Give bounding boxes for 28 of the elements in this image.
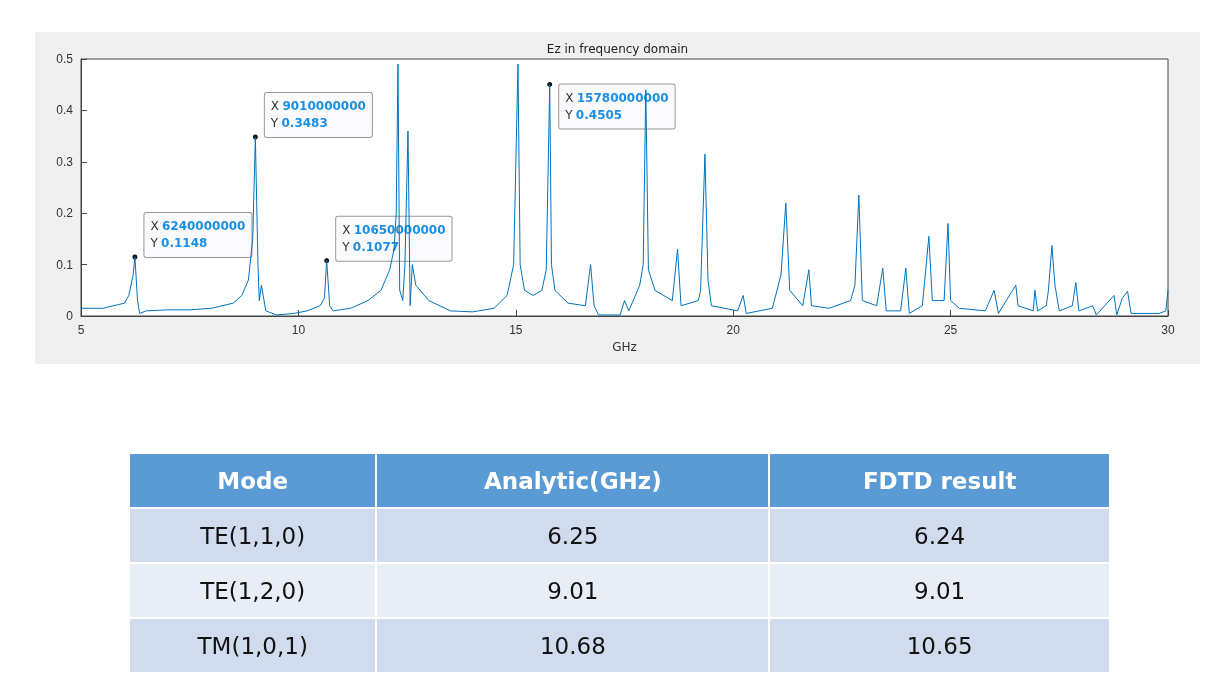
y-tick-label: 0.1 <box>56 257 74 272</box>
x-tick-label: 5 <box>77 323 85 337</box>
y-tick-label: 0.3 <box>56 154 74 169</box>
y-tick-label: 0.2 <box>56 206 74 221</box>
x-tick-label: 20 <box>726 323 741 337</box>
category-label: FDTD result <box>769 453 1110 508</box>
chart-title: Ez in frequency domain <box>546 42 689 56</box>
text: 9.01 <box>547 577 599 604</box>
x-tick-label: 25 <box>943 323 958 337</box>
y-tick-label: 0.4 <box>56 103 74 118</box>
category-label: TE(1,1,0) <box>200 522 306 549</box>
text: 10.68 <box>539 632 606 659</box>
category-label: Analytic(GHz) <box>376 453 770 508</box>
text: 10.65 <box>906 632 973 659</box>
y-tick-label: 0.5 <box>56 52 74 66</box>
x-tick-label: 30 <box>1161 323 1175 337</box>
category-label: TE(1,2,0) <box>200 577 306 604</box>
annotation: X 9010000000 Y 0.3483 <box>269 99 366 131</box>
annotation: X 6240000000 Y 0.1148 <box>149 219 246 251</box>
x-axis-title: GHz <box>612 339 637 354</box>
x-tick-label: 10 <box>291 323 306 337</box>
category-label: Mode <box>129 453 377 508</box>
text: 6.24 <box>914 522 966 549</box>
category-label: TM(1,0,1) <box>197 632 308 659</box>
text: 6.25 <box>547 522 599 549</box>
y-tick-label: 0 <box>66 309 74 323</box>
text: 9.01 <box>914 577 966 604</box>
x-tick-label: 15 <box>509 323 523 337</box>
